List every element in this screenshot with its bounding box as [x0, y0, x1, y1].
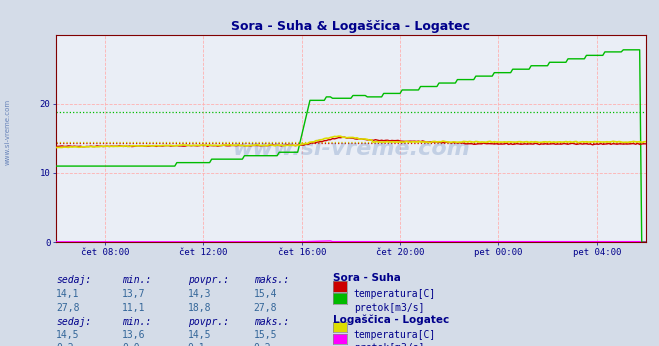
Text: min.:: min.:: [122, 317, 152, 327]
Text: pretok[m3/s]: pretok[m3/s]: [354, 343, 424, 346]
Text: 14,5: 14,5: [188, 330, 212, 340]
Text: povpr.:: povpr.:: [188, 317, 229, 327]
Text: 0,1: 0,1: [188, 343, 206, 346]
Text: 0,0: 0,0: [122, 343, 140, 346]
Text: temperatura[C]: temperatura[C]: [354, 330, 436, 340]
Text: 14,5: 14,5: [56, 330, 80, 340]
Text: 18,8: 18,8: [188, 303, 212, 313]
Text: 11,1: 11,1: [122, 303, 146, 313]
Text: maks.:: maks.:: [254, 275, 289, 285]
Text: 0,2: 0,2: [56, 343, 74, 346]
Text: 14,3: 14,3: [188, 289, 212, 299]
Text: www.si-vreme.com: www.si-vreme.com: [232, 139, 470, 159]
Text: pretok[m3/s]: pretok[m3/s]: [354, 303, 424, 313]
Text: povpr.:: povpr.:: [188, 275, 229, 285]
Text: min.:: min.:: [122, 275, 152, 285]
Text: 27,8: 27,8: [254, 303, 277, 313]
Text: www.si-vreme.com: www.si-vreme.com: [5, 98, 11, 165]
Title: Sora - Suha & Logaščica - Logatec: Sora - Suha & Logaščica - Logatec: [231, 20, 471, 34]
Text: sedaj:: sedaj:: [56, 317, 91, 327]
Text: 27,8: 27,8: [56, 303, 80, 313]
Text: sedaj:: sedaj:: [56, 275, 91, 285]
Text: maks.:: maks.:: [254, 317, 289, 327]
Text: 13,7: 13,7: [122, 289, 146, 299]
Text: 15,5: 15,5: [254, 330, 277, 340]
Text: 0,2: 0,2: [254, 343, 272, 346]
Text: 13,6: 13,6: [122, 330, 146, 340]
Text: Sora - Suha: Sora - Suha: [333, 273, 401, 283]
Text: 14,1: 14,1: [56, 289, 80, 299]
Text: Logaščica - Logatec: Logaščica - Logatec: [333, 315, 449, 325]
Text: 15,4: 15,4: [254, 289, 277, 299]
Text: temperatura[C]: temperatura[C]: [354, 289, 436, 299]
